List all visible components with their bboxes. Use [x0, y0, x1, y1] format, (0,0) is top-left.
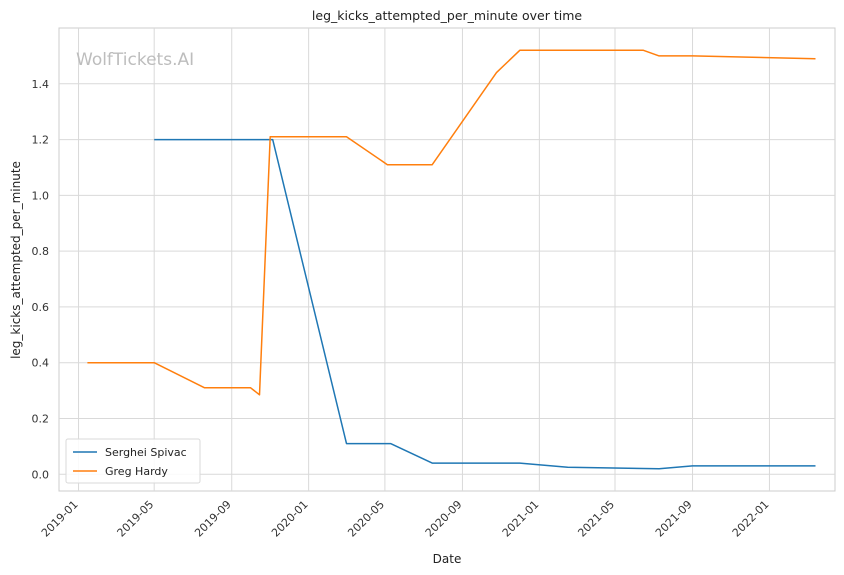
- x-axis-label: Date: [433, 552, 462, 566]
- y-tick-label: 0.0: [32, 468, 50, 481]
- y-tick-label: 1.2: [32, 134, 50, 147]
- y-tick-label: 1.4: [32, 78, 50, 91]
- legend-box: [65, 438, 201, 484]
- y-tick-label: 0.8: [32, 245, 50, 258]
- chart-title: leg_kicks_attempted_per_minute over time: [312, 8, 582, 23]
- series-line-greg-hardy: [87, 49, 816, 396]
- x-tick-label: 2019-09: [192, 498, 234, 540]
- y-tick-label: 1.0: [32, 189, 50, 202]
- plot-area: [58, 27, 836, 492]
- watermark: WolfTickets.AI: [76, 50, 194, 70]
- y-tick-label: 0.6: [32, 301, 50, 314]
- x-tick-label: 2019-05: [115, 498, 157, 540]
- x-axis-ticks: 2019-01 2019-05 2019-09 2020-01 2020-05 2020-…: [39, 498, 772, 540]
- y-axis-label: leg_kicks_attempted_per_minute: [9, 161, 23, 359]
- x-tick-label: 2021-05: [575, 498, 617, 540]
- legend: Serghei Spivac Greg Hardy: [65, 438, 201, 484]
- y-tick-label: 0.4: [32, 357, 50, 370]
- legend-label-greg-hardy: Greg Hardy: [105, 465, 168, 478]
- grid: [59, 28, 835, 491]
- x-tick-label: 2020-09: [423, 498, 465, 540]
- x-tick-label: 2020-05: [345, 498, 387, 540]
- x-tick-label: 2022-01: [730, 498, 772, 540]
- series-lines: [87, 49, 816, 470]
- x-tick-label: 2019-01: [39, 498, 81, 540]
- y-axis-ticks: 0.0 0.2 0.4 0.6 0.8 1.0 1.2 1.4: [32, 78, 50, 481]
- x-tick-label: 2021-09: [653, 498, 695, 540]
- series-line-serghei-spivac: [154, 138, 816, 470]
- legend-label-serghei-spivac: Serghei Spivac: [105, 446, 187, 459]
- x-tick-label: 2020-01: [269, 498, 311, 540]
- x-tick-label: 2021-01: [500, 498, 542, 540]
- y-tick-label: 0.2: [32, 412, 50, 425]
